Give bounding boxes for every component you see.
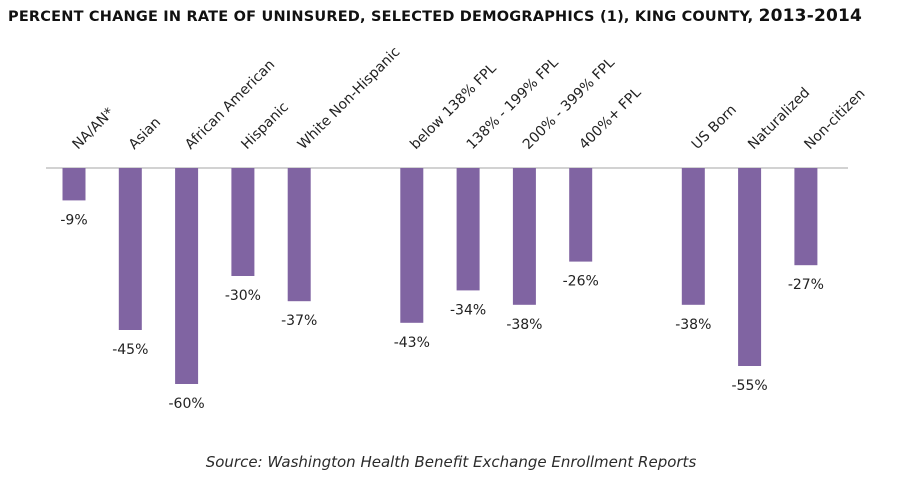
bar xyxy=(62,168,86,201)
data-label: -60% xyxy=(169,396,205,412)
category-label: US Born xyxy=(689,102,740,153)
bar xyxy=(175,168,199,384)
data-label: -55% xyxy=(732,378,768,394)
data-label: -34% xyxy=(450,302,486,318)
category-label: White Non-Hispanic xyxy=(295,44,404,153)
data-label: -38% xyxy=(506,317,542,333)
bar xyxy=(512,168,536,305)
bar xyxy=(794,168,818,266)
data-label: -30% xyxy=(225,288,261,304)
data-label: -9% xyxy=(60,212,87,228)
bar xyxy=(118,168,142,330)
bar xyxy=(681,168,705,305)
bar xyxy=(231,168,255,276)
data-label: -27% xyxy=(788,277,824,293)
category-label: Asian xyxy=(126,114,164,152)
data-label: -38% xyxy=(675,317,711,333)
data-label: -43% xyxy=(394,335,430,351)
category-label: Hispanic xyxy=(238,99,291,152)
bar xyxy=(456,168,480,291)
source-note: Source: Washington Health Benefit Exchan… xyxy=(205,453,697,471)
data-label: -45% xyxy=(112,342,148,358)
category-label: NA/AN* xyxy=(70,105,118,153)
bar xyxy=(400,168,424,323)
chart-title: PERCENT CHANGE IN RATE OF UNINSURED, SEL… xyxy=(8,6,862,26)
bar xyxy=(287,168,311,302)
bar xyxy=(738,168,762,366)
bar xyxy=(569,168,593,262)
chart-title-main: PERCENT CHANGE IN RATE OF UNINSURED, SEL… xyxy=(8,9,759,25)
chart-title-years: 2013-2014 xyxy=(758,6,863,26)
data-label: -26% xyxy=(563,274,599,290)
data-label: -37% xyxy=(281,313,317,329)
